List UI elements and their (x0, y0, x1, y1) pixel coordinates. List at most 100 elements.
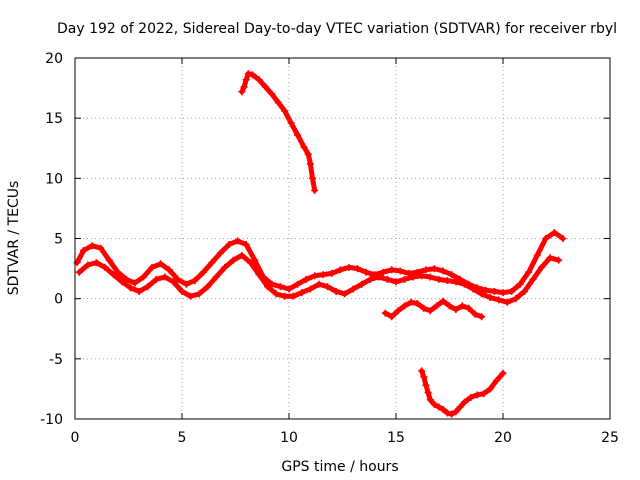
grid-lines (75, 58, 610, 419)
data-point (332, 287, 340, 295)
data-point (418, 272, 426, 280)
data-point (268, 280, 276, 288)
axis-ticks: 0 5 10 15 20 25 -10 -5 0 5 10 15 20 (40, 51, 619, 446)
data-point (388, 266, 396, 274)
data-point (208, 259, 216, 267)
x-tick-label: 25 (601, 430, 619, 446)
data-point (144, 283, 152, 291)
data-point (538, 263, 546, 271)
data-point (298, 289, 306, 297)
x-tick-label: 0 (71, 430, 80, 446)
data-point (499, 289, 507, 297)
data-point (238, 88, 246, 96)
series-main-band-b (75, 251, 563, 306)
data-point (311, 272, 319, 280)
data-point (435, 275, 443, 283)
data-point (309, 174, 317, 182)
data-point (240, 83, 248, 91)
data-point (482, 286, 490, 294)
y-axis-label: SDTVAR / TECUs (6, 181, 22, 296)
data-point (490, 287, 498, 295)
data-point (294, 280, 302, 288)
data-point (473, 391, 481, 399)
data-point (285, 285, 293, 293)
data-point (304, 150, 312, 158)
data-point (212, 273, 220, 281)
data-point (84, 261, 92, 269)
data-point (426, 307, 434, 315)
data-point (431, 265, 439, 273)
data-point (118, 278, 126, 286)
data-point (559, 235, 567, 242)
data-point (392, 278, 400, 286)
data-point (493, 376, 501, 384)
data-point (452, 305, 460, 313)
data-point (306, 285, 314, 293)
data-point (97, 244, 105, 252)
data-point (420, 304, 428, 312)
y-tick-label: 10 (45, 171, 63, 187)
data-point (407, 298, 415, 306)
data-point (336, 266, 344, 274)
data-point (533, 251, 541, 259)
data-point (264, 283, 272, 291)
data-point (114, 268, 122, 276)
data-point (550, 228, 558, 236)
data-point (199, 268, 207, 276)
data-point (75, 268, 83, 276)
series-line (239, 71, 318, 193)
y-tick-label: 15 (45, 111, 63, 127)
data-point (478, 313, 486, 321)
data-point (388, 313, 396, 321)
data-point (467, 393, 475, 401)
data-point (251, 256, 259, 264)
data-point (439, 267, 447, 275)
data-point (294, 131, 302, 139)
data-point (480, 390, 488, 398)
y-tick-label: 20 (45, 51, 63, 67)
x-tick-label: 15 (387, 430, 405, 446)
data-point (431, 401, 439, 409)
series-line (76, 252, 562, 305)
data-point (375, 273, 383, 281)
data-point (152, 275, 160, 283)
data-point (439, 297, 447, 305)
data-point (458, 302, 466, 310)
x-axis-label: GPS time / hours (281, 459, 398, 475)
data-point (443, 277, 451, 285)
data-point (495, 296, 503, 304)
data-point (249, 71, 257, 79)
data-point (433, 302, 441, 310)
data-point (471, 310, 479, 318)
data-point (315, 280, 323, 288)
data-point (516, 280, 524, 288)
data-point (439, 405, 447, 413)
data-point (328, 269, 336, 277)
x-tick-label: 20 (494, 430, 512, 446)
data-point (195, 290, 203, 298)
data-point (281, 107, 289, 115)
data-point (242, 76, 250, 84)
data-point (204, 283, 212, 291)
data-point (289, 292, 297, 300)
data-point (268, 90, 276, 98)
data-point (174, 275, 182, 283)
data-point (546, 254, 554, 262)
data-point (448, 271, 456, 279)
data-point (401, 302, 409, 310)
data-point (349, 285, 357, 293)
data-point (345, 263, 353, 271)
data-point (319, 271, 327, 279)
y-tick-label: -10 (40, 412, 63, 428)
data-point (131, 279, 139, 287)
y-tick-label: 0 (54, 292, 63, 308)
data-point (420, 373, 428, 381)
data-point (555, 256, 563, 264)
series-lower-arc (418, 367, 507, 418)
series-upper-arc (238, 70, 319, 194)
data-point (460, 398, 468, 406)
data-point (246, 259, 254, 267)
plot-frame (74, 57, 611, 420)
data-point (80, 247, 88, 255)
